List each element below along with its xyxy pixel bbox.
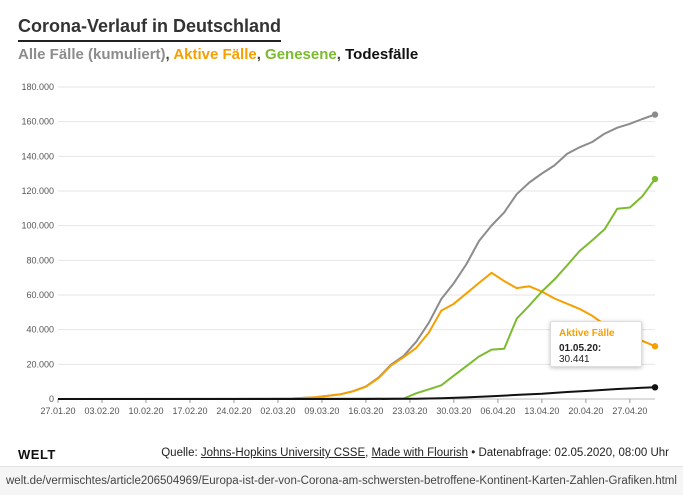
legend-separator: , — [336, 46, 346, 63]
y-tick-label: 120.000 — [21, 186, 54, 196]
x-tick-label: 24.02.20 — [216, 406, 251, 416]
legend-deaths[interactable]: Todesfälle — [345, 46, 419, 63]
line-chart[interactable]: 0 20.000 40.000 60.000 80.000 100.000 120.000 1… — [0, 0, 683, 430]
x-tick-label: 23.03.20 — [392, 406, 427, 416]
y-tick-label: 80.000 — [26, 255, 54, 265]
x-tick-label: 02.03.20 — [260, 406, 295, 416]
url-bar[interactable]: welt.de/vermischtes/article206504969/Eur… — [0, 466, 683, 495]
legend-all-cases[interactable]: Alle Fälle (kumuliert) — [18, 46, 166, 63]
y-tick-label: 40.000 — [26, 325, 54, 335]
y-tick-label: 100.000 — [21, 221, 54, 231]
y-tick-label: 180.000 — [21, 82, 54, 92]
source-link[interactable]: Johns-Hopkins University CSSE — [200, 447, 366, 459]
x-tick-label: 06.04.20 — [480, 406, 515, 416]
y-tick-label: 140.000 — [21, 151, 54, 161]
source-line: Quelle: Johns-Hopkins University CSSE, M… — [161, 447, 669, 459]
x-tick-label: 30.03.20 — [436, 406, 471, 416]
source-separator: , — [365, 447, 372, 459]
tooltip-title: Aktive Fälle — [559, 328, 615, 339]
x-tick-label: 10.02.20 — [128, 406, 163, 416]
series-endpoint-all[interactable] — [651, 111, 659, 118]
series-line-recovered[interactable] — [57, 178, 656, 400]
series-endpoint-recovered[interactable] — [651, 175, 659, 183]
tooltip-value: 30.441 — [559, 354, 590, 365]
data-date: • Datenabfrage: 02.05.2020, 08:00 Uhr — [468, 447, 669, 459]
x-tick-label: 17.02.20 — [172, 406, 207, 416]
page-url: welt.de/vermischtes/article206504969/Eur… — [6, 475, 677, 487]
series-line-active[interactable] — [58, 271, 656, 400]
x-tick-label: 09.03.20 — [304, 406, 339, 416]
tooltip-date: 01.05.20: — [559, 343, 602, 354]
series-endpoint-deaths[interactable] — [651, 384, 659, 391]
welt-logo[interactable]: WELT — [18, 447, 56, 462]
source-prefix: Quelle: — [161, 447, 201, 459]
series-line-deaths[interactable] — [58, 386, 656, 400]
legend-separator: , — [165, 46, 174, 63]
legend-separator: , — [256, 46, 266, 63]
legend-active-cases[interactable]: Aktive Fälle — [173, 46, 257, 63]
legend-recovered[interactable]: Genesene — [265, 46, 337, 63]
x-tick-label: 20.04.20 — [568, 406, 603, 416]
flourish-link[interactable]: Made with Flourish — [371, 447, 469, 459]
legend-subtitle: Alle Fälle (kumuliert), Aktive Fälle, Ge… — [18, 46, 418, 63]
x-tick-label: 16.03.20 — [348, 406, 383, 416]
x-tick-label: 13.04.20 — [524, 406, 559, 416]
x-tick-label: 03.02.20 — [84, 406, 119, 416]
y-tick-label: 20.000 — [26, 359, 54, 369]
y-tick-label: 160.000 — [21, 117, 54, 127]
y-tick-label: 60.000 — [26, 290, 54, 300]
tooltip: Aktive Fälle 01.05.20: 30.441 — [550, 321, 642, 367]
series-endpoint-active[interactable] — [651, 343, 659, 350]
x-tick-label: 27.04.20 — [612, 406, 647, 416]
x-tick-label: 27.01.20 — [40, 406, 75, 416]
y-tick-label: 0 — [49, 394, 54, 404]
chart-title: Corona-Verlauf in Deutschland — [18, 16, 282, 42]
